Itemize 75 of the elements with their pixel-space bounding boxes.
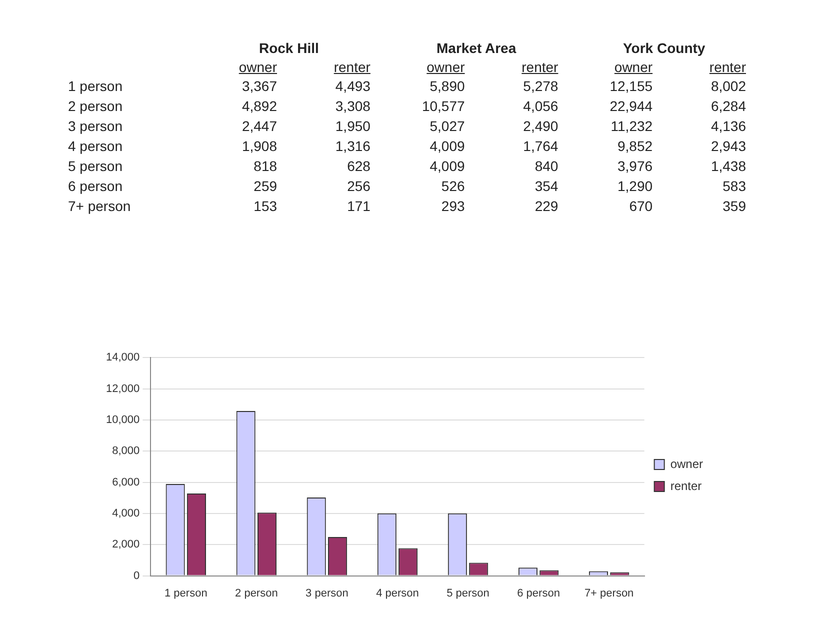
data-label: 526 — [382, 176, 477, 196]
data-label: 12,155 — [570, 76, 665, 96]
y-tick-label: 2 person — [67, 97, 124, 116]
data-label: 670 — [570, 196, 665, 216]
x-tick-label: 4 person — [376, 587, 419, 600]
data-label: 4,009 — [382, 136, 477, 156]
data-label: 1,438 — [664, 156, 758, 176]
x-tick-label: 1 person — [164, 587, 208, 600]
data-label: 10,577 — [382, 96, 477, 116]
y-tick-label: 7+ person — [67, 197, 132, 216]
x-tick-label: 7+ person — [584, 587, 634, 600]
x-tick-label: renter — [522, 59, 558, 75]
legend-label: owner — [670, 456, 704, 471]
data-label: 1,908 — [195, 136, 290, 156]
data-label: 2,490 — [476, 116, 570, 136]
y-tick-label: 4,000 — [112, 507, 140, 520]
data-label: 3,367 — [195, 76, 290, 96]
text: Market Area — [436, 39, 518, 58]
data-label: 1,950 — [289, 116, 382, 136]
data-label: 2,943 — [664, 136, 758, 156]
y-tick-label: 1 person — [67, 77, 124, 96]
data-label: 153 — [195, 196, 290, 216]
legend-label: renter — [670, 478, 702, 493]
data-label: 4,493 — [289, 76, 382, 96]
y-tick-label: 6 person — [67, 177, 124, 196]
data-label: 3,308 — [289, 96, 382, 116]
data-label: 256 — [289, 176, 382, 196]
y-tick-label: 5 person — [67, 157, 124, 176]
data-label: 4,892 — [195, 96, 290, 116]
x-tick-label: owner — [238, 59, 278, 75]
x-tick-label: 5 person — [446, 587, 490, 600]
data-label: 4,136 — [664, 116, 758, 136]
x-tick-label: owner — [426, 59, 465, 75]
y-tick-label: 0 — [134, 570, 140, 582]
x-tick-label: 6 person — [517, 587, 560, 600]
data-label: 628 — [289, 156, 382, 176]
y-tick-label: 14,000 — [106, 352, 140, 364]
data-label: 840 — [476, 156, 570, 176]
data-label: 583 — [664, 176, 758, 196]
x-tick-label: renter — [334, 59, 370, 75]
data-label: 359 — [664, 196, 758, 216]
data-label: 293 — [382, 196, 477, 216]
y-tick-label: 2,000 — [112, 538, 140, 551]
data-label: 11,232 — [570, 116, 665, 136]
data-label: 818 — [195, 156, 290, 176]
data-label: 2,447 — [195, 116, 290, 136]
y-tick-label: 12,000 — [106, 382, 140, 395]
y-tick-label: 10,000 — [106, 414, 140, 426]
data-label: 171 — [289, 196, 382, 216]
y-tick-label: 6,000 — [112, 476, 140, 488]
x-tick-label: 2 person — [235, 587, 278, 600]
data-label: 354 — [476, 176, 570, 196]
data-label: 9,852 — [570, 136, 665, 156]
y-tick-label: 3 person — [67, 117, 124, 136]
y-tick-label: 8,000 — [112, 445, 140, 458]
x-tick-label: owner — [614, 59, 653, 75]
data-label: 6,284 — [664, 96, 758, 116]
text: York County — [622, 39, 706, 58]
data-label: 1,764 — [476, 136, 570, 156]
y-tick-label: 4 person — [67, 137, 124, 156]
data-label: 5,890 — [382, 76, 477, 96]
data-label: 1,290 — [570, 176, 665, 196]
data-label: 22,944 — [570, 96, 665, 116]
data-label: 5,027 — [382, 116, 477, 136]
data-label: 229 — [476, 196, 570, 216]
data-label: 4,056 — [476, 96, 570, 116]
data-label: 1,316 — [289, 136, 382, 156]
data-label: 5,278 — [476, 76, 570, 96]
data-label: 3,976 — [570, 156, 665, 176]
data-label: 259 — [195, 176, 290, 196]
data-label: 4,009 — [382, 156, 477, 176]
x-tick-label: renter — [709, 59, 746, 75]
data-label: 8,002 — [664, 76, 758, 96]
text: Rock Hill — [258, 39, 320, 58]
x-tick-label: 3 person — [306, 587, 348, 600]
